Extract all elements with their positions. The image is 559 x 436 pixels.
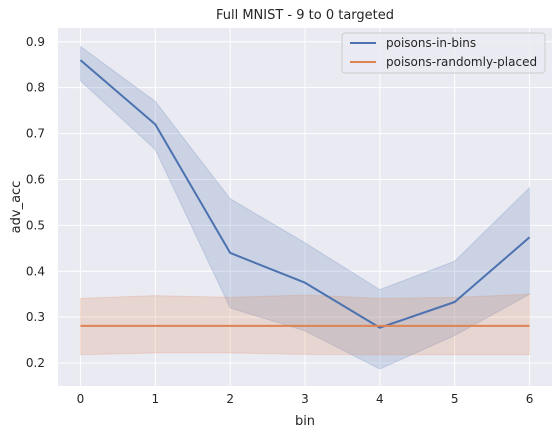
y-tick-label: 0.4 xyxy=(26,264,45,278)
y-axis-label: adv_acc xyxy=(9,181,24,234)
confidence-band-poisons-in-bins xyxy=(79,45,531,370)
chart-title: Full MNIST - 9 to 0 targeted xyxy=(216,8,394,23)
x-axis-label: bin xyxy=(295,414,315,429)
series-lines xyxy=(79,59,531,329)
confidence-band-poisons-randomly-placed xyxy=(79,293,531,356)
gridlines xyxy=(58,28,552,386)
y-tick-label: 0.7 xyxy=(26,127,45,141)
x-tick-label: 6 xyxy=(526,392,534,406)
y-tick-label: 0.3 xyxy=(26,310,45,324)
y-tick-label: 0.9 xyxy=(26,35,45,49)
y-tick-label: 0.5 xyxy=(26,218,45,232)
series-line-poisons-in-bins xyxy=(79,59,531,329)
x-tick-label: 2 xyxy=(226,392,234,406)
y-tick-label: 0.8 xyxy=(26,81,45,95)
x-tick-label: 3 xyxy=(301,392,309,406)
x-tick-label: 5 xyxy=(451,392,459,406)
x-tick-labels: 0 1 2 3 4 5 6 xyxy=(77,392,534,406)
y-tick-label: 0.2 xyxy=(26,356,45,370)
confidence-bands xyxy=(79,45,531,370)
x-tick-label: 4 xyxy=(376,392,384,406)
y-tick-label: 0.6 xyxy=(26,172,45,186)
x-tick-label: 0 xyxy=(77,392,85,406)
legend-box xyxy=(341,32,546,74)
legend-label-poisons-in-bins: poisons-in-bins xyxy=(386,36,476,50)
y-tick-labels: 0.2 0.3 0.4 0.5 0.6 0.7 0.8 0.9 xyxy=(26,35,45,370)
legend-label-poisons-randomly-placed: poisons-randomly-placed xyxy=(386,55,537,69)
x-tick-label: 1 xyxy=(151,392,159,406)
legend: poisons-in-bins poisons-randomly-placed xyxy=(341,32,546,74)
